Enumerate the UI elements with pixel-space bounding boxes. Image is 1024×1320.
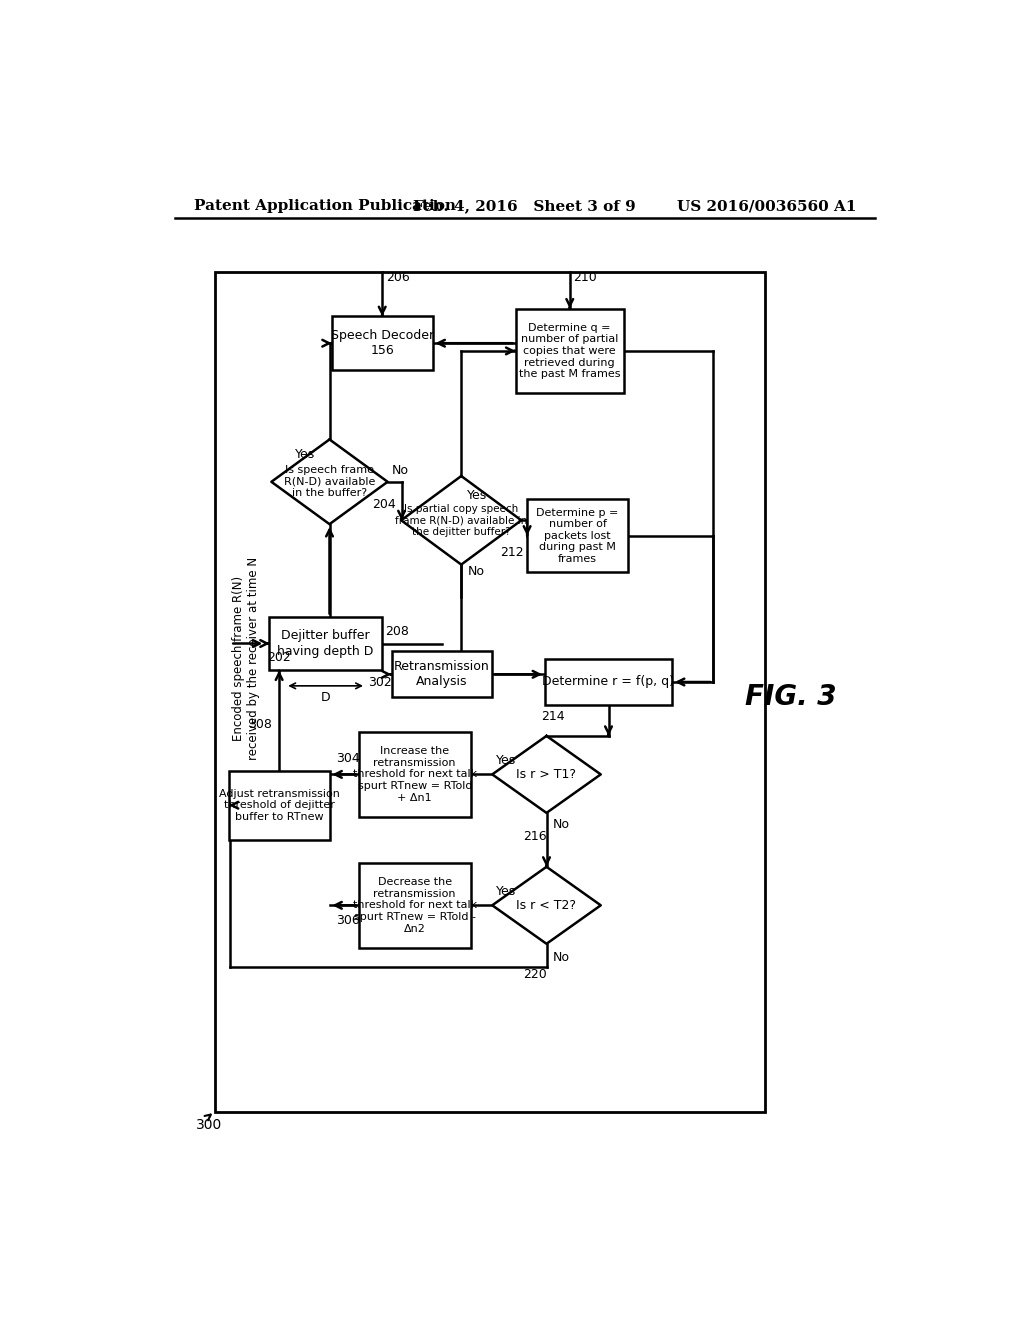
Text: Yes: Yes	[467, 490, 487, 502]
Text: Yes: Yes	[496, 884, 516, 898]
Text: 202: 202	[266, 651, 291, 664]
Text: 206: 206	[386, 271, 410, 284]
Text: No: No	[553, 952, 569, 964]
Text: Is r < T2?: Is r < T2?	[516, 899, 577, 912]
Text: Is partial copy speech
frame R(N-D) available in
the dejitter buffer?: Is partial copy speech frame R(N-D) avai…	[395, 504, 527, 537]
Polygon shape	[493, 867, 601, 944]
Text: Speech Decoder
156: Speech Decoder 156	[331, 329, 434, 358]
Bar	[332, 317, 432, 370]
Text: FIG. 3: FIG. 3	[744, 684, 837, 711]
Polygon shape	[271, 440, 388, 524]
Text: 208: 208	[385, 626, 410, 639]
Bar	[269, 616, 382, 671]
Text: 212: 212	[500, 546, 523, 560]
Text: Retransmission
Analysis: Retransmission Analysis	[394, 660, 489, 688]
Text: 304: 304	[336, 752, 359, 766]
Text: 204: 204	[372, 499, 396, 511]
Text: Is speech frame
R(N-D) available
in the buffer?: Is speech frame R(N-D) available in the …	[284, 465, 375, 499]
Text: 220: 220	[523, 968, 547, 981]
Bar	[527, 499, 628, 573]
Text: Dejitter buffer
having depth D: Dejitter buffer having depth D	[278, 630, 374, 657]
Text: Encoded speech frame R(N)
received by the receiver at time N: Encoded speech frame R(N) received by th…	[231, 557, 260, 760]
Text: Patent Application Publication: Patent Application Publication	[194, 199, 456, 213]
Text: Increase the
retransmission
threshold for next talk
spurt RTnew = RTold
+ Δn1: Increase the retransmission threshold fo…	[352, 746, 477, 803]
Polygon shape	[493, 737, 601, 813]
Bar	[515, 309, 624, 393]
Polygon shape	[401, 477, 521, 565]
Text: 214: 214	[541, 710, 564, 723]
Text: Determine q =
number of partial
copies that were
retrieved during
the past M fra: Determine q = number of partial copies t…	[519, 322, 621, 379]
Text: Decrease the
retransmission
threshold for next talk
spurt RTnew = RTold -
Δn2: Decrease the retransmission threshold fo…	[352, 876, 477, 933]
Text: Is r > T1?: Is r > T1?	[516, 768, 577, 781]
Text: 216: 216	[523, 829, 547, 842]
Text: No: No	[391, 463, 409, 477]
Text: No: No	[467, 565, 484, 578]
Text: US 2016/0036560 A1: US 2016/0036560 A1	[677, 199, 856, 213]
Text: 210: 210	[573, 271, 597, 284]
Text: Adjust retransmission
threshold of dejitter
buffer to RTnew: Adjust retransmission threshold of dejit…	[219, 788, 340, 822]
Bar	[228, 771, 330, 840]
Bar	[545, 659, 673, 705]
Text: 300: 300	[197, 1118, 222, 1131]
Text: 306: 306	[336, 915, 359, 927]
Text: D: D	[321, 690, 331, 704]
Text: No: No	[553, 818, 569, 832]
Text: 308: 308	[248, 718, 272, 731]
Text: Feb. 4, 2016   Sheet 3 of 9: Feb. 4, 2016 Sheet 3 of 9	[414, 199, 636, 213]
Bar	[215, 272, 765, 1111]
Text: Yes: Yes	[496, 754, 516, 767]
Text: Determine p =
number of
packets lost
during past M
frames: Determine p = number of packets lost dur…	[537, 507, 618, 564]
Text: Yes: Yes	[295, 449, 314, 462]
Bar	[391, 651, 493, 697]
Text: 302: 302	[369, 676, 392, 689]
Bar	[358, 863, 471, 948]
Bar	[358, 733, 471, 817]
Text: Determine r = f(p, q): Determine r = f(p, q)	[543, 676, 675, 689]
